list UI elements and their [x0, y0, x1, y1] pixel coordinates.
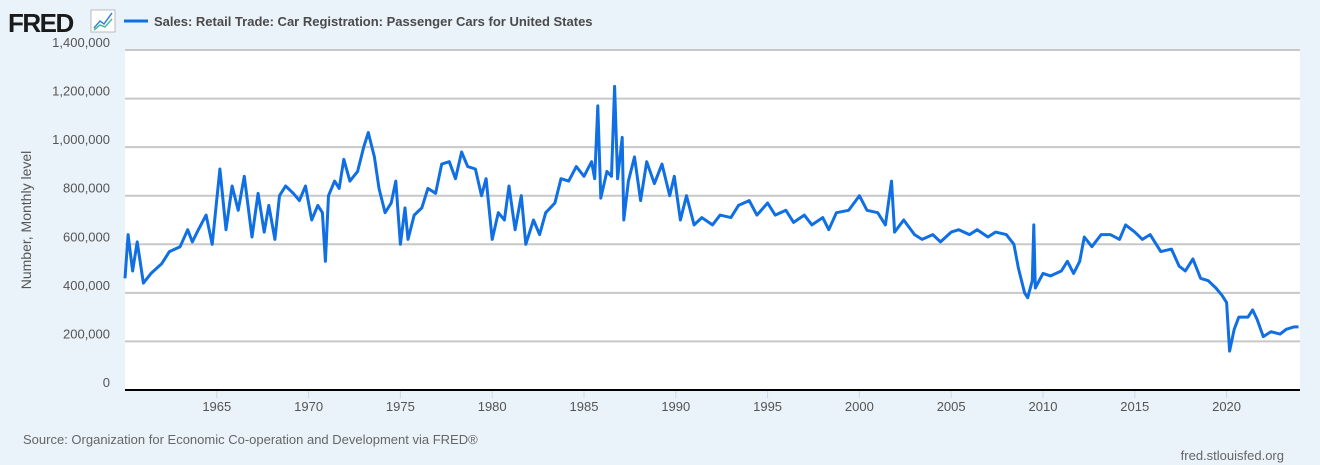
source-note: Source: Organization for Economic Co-ope…: [23, 432, 478, 447]
site-link[interactable]: fred.stlouisfed.org: [1181, 448, 1284, 463]
x-tick-label: 2000: [845, 399, 874, 414]
y-tick-label: 1,200,000: [52, 84, 110, 99]
fred-logo-text: FRED: [8, 8, 74, 38]
x-axis-ticks: 1965 1970 1975 1980 1985 1990 1995 2000 2005 2010…: [202, 390, 1241, 414]
line-chart-icon: [90, 9, 116, 33]
x-tick-label: 1975: [386, 399, 415, 414]
legend: Sales: Retail Trade: Car Registration: P…: [124, 14, 593, 29]
y-axis-label: Number, Monthly level: [18, 151, 34, 290]
logo[interactable]: FRED: [8, 8, 116, 38]
y-tick-label: 200,000: [63, 326, 110, 341]
x-tick-label: 2005: [937, 399, 966, 414]
x-tick-label: 2015: [1120, 399, 1149, 414]
x-tick-label: 1995: [753, 399, 782, 414]
x-tick-label: 1970: [294, 399, 323, 414]
series-line: [123, 84, 1299, 353]
x-tick-label: 1990: [661, 399, 690, 414]
x-tick-label: 1980: [478, 399, 507, 414]
y-tick-label: 600,000: [63, 229, 110, 244]
y-tick-label: 1,000,000: [52, 132, 110, 147]
plot-area: [125, 50, 1300, 390]
x-tick-label: 1985: [570, 399, 599, 414]
x-tick-label: 2010: [1029, 399, 1058, 414]
x-tick-label: 2020: [1212, 399, 1241, 414]
gridlines: [125, 49, 1300, 343]
y-tick-label: 400,000: [63, 278, 110, 293]
legend-label: Sales: Retail Trade: Car Registration: P…: [154, 14, 593, 29]
y-tick-label: 800,000: [63, 181, 110, 196]
x-tick-label: 1965: [202, 399, 231, 414]
y-tick-label: 0: [103, 375, 110, 390]
y-axis-ticks: 0 200,000 400,000 600,000 800,000 1,000,000 1,…: [52, 35, 110, 390]
y-tick-label: 1,400,000: [52, 35, 110, 50]
